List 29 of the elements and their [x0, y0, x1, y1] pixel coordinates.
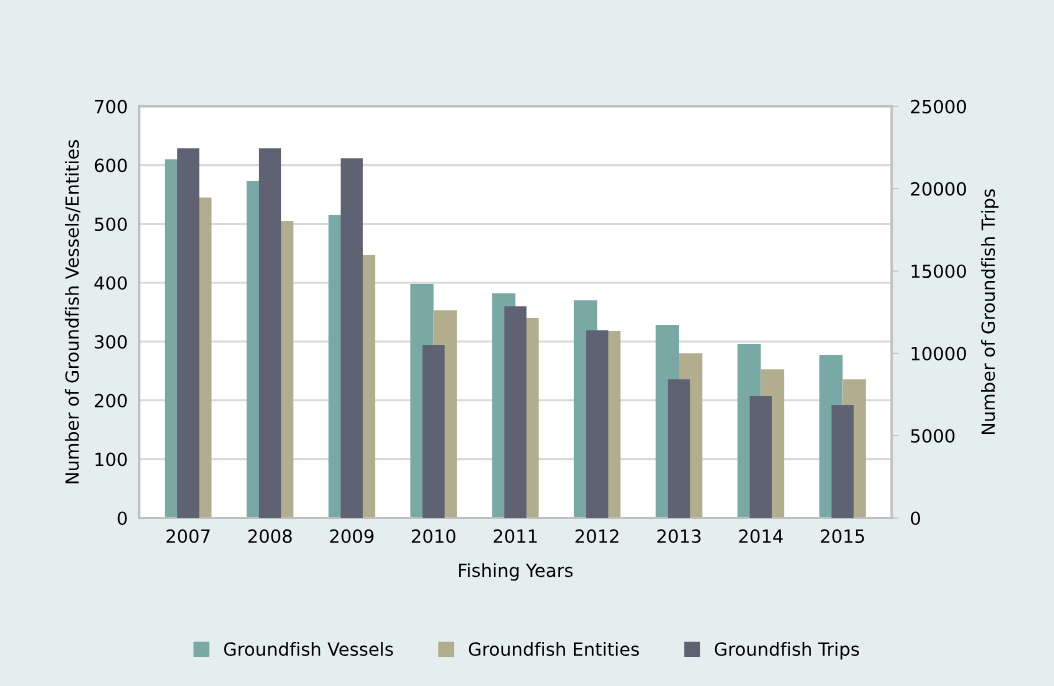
y-tick-label: 200 — [94, 393, 127, 408]
y-tick-label: 300 — [94, 334, 127, 349]
x-tick-label: 2012 — [575, 529, 619, 544]
x-tick-label: 2014 — [739, 529, 783, 544]
y-tick-label: 500 — [94, 217, 127, 232]
y-tick-label: 400 — [94, 276, 127, 290]
y2-tick-label: 25000 — [911, 99, 966, 114]
x-tick-label: 2008 — [248, 529, 292, 544]
y-tick-label: 600 — [94, 158, 127, 173]
y-axis-title: Number of Groundfish Vessels/Entities — [64, 140, 81, 484]
y2-tick-label: 20000 — [911, 182, 966, 196]
x-tick-label: 2015 — [820, 529, 864, 544]
y-tick-label: 0 — [117, 511, 127, 526]
legend-label: Groundfish Entities — [468, 641, 639, 656]
x-tick-label: 2010 — [411, 529, 456, 544]
x-tick-label: 2011 — [493, 529, 537, 544]
y2-tick-label: 5000 — [911, 429, 955, 443]
y2-tick-label: 10000 — [911, 346, 966, 361]
y-tick-label: 100 — [95, 452, 127, 467]
legend-label: Groundfish Trips — [714, 641, 859, 660]
x-tick-label: 2009 — [330, 529, 374, 544]
legend-label: Groundfish Vessels — [224, 641, 393, 656]
y2-tick-label: 0 — [910, 511, 921, 526]
x-tick-label: 2013 — [657, 529, 701, 544]
y2-tick-label: 15000 — [911, 264, 966, 279]
x-axis-title: Fishing Years — [459, 563, 573, 581]
y-tick-label: 700 — [95, 99, 127, 114]
y2-axis-title: Number of Groundfish Trips — [981, 189, 999, 435]
x-tick-label: 2007 — [166, 529, 210, 544]
